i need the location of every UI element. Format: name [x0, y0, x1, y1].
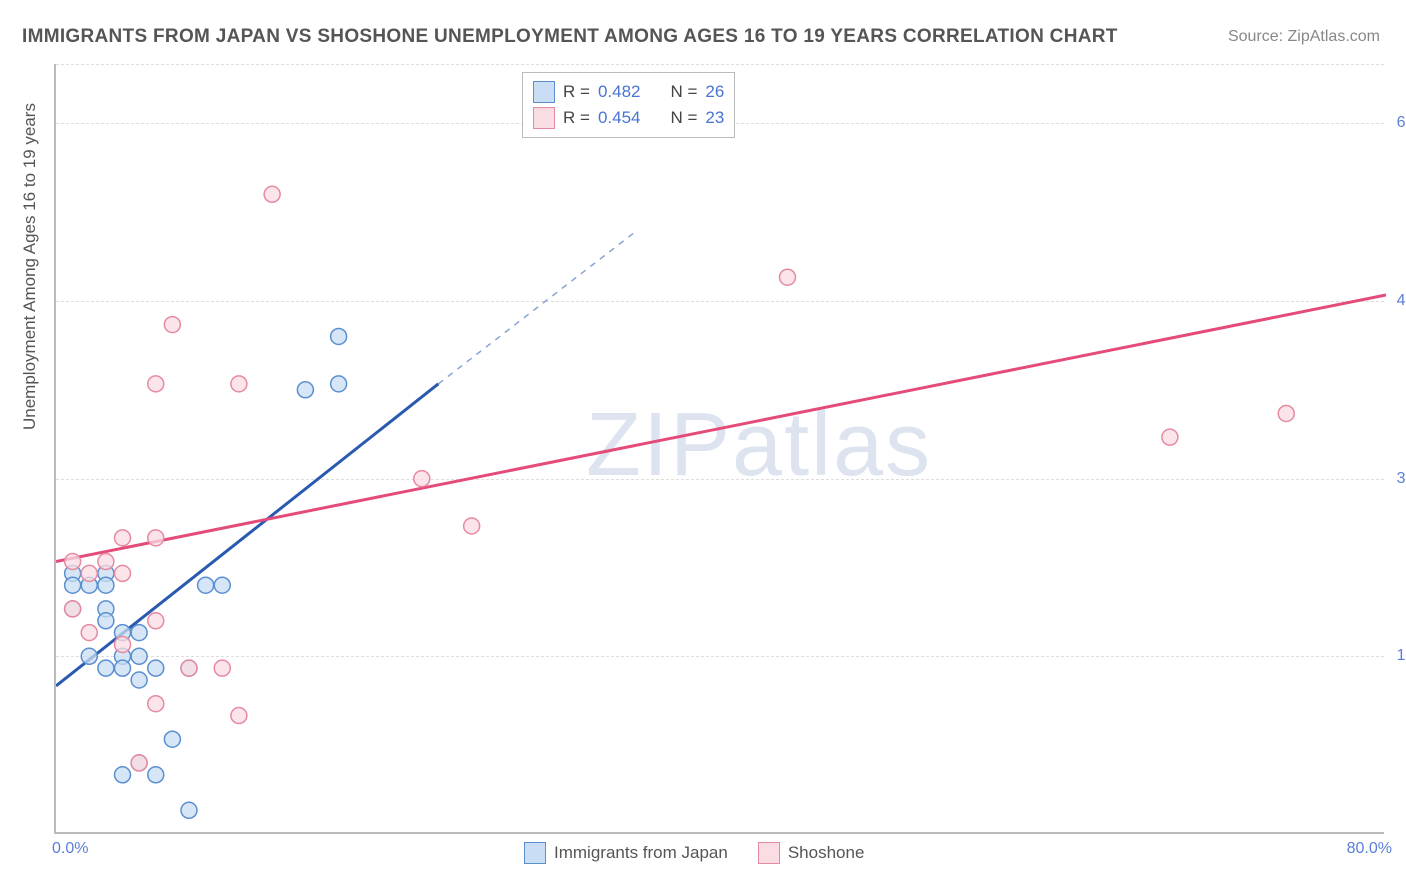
data-point	[81, 577, 97, 593]
data-point	[148, 767, 164, 783]
data-point	[65, 565, 81, 581]
data-point	[131, 672, 147, 688]
data-point	[65, 601, 81, 617]
legend-swatch	[533, 107, 555, 129]
legend-bottom: Immigrants from Japan Shoshone	[524, 842, 864, 864]
data-point	[115, 636, 131, 652]
data-point	[198, 577, 214, 593]
source-attribution: Source: ZipAtlas.com	[1228, 28, 1380, 46]
data-point	[81, 565, 97, 581]
data-point	[264, 186, 280, 202]
data-point	[115, 530, 131, 546]
legend-series-item: Shoshone	[758, 842, 865, 864]
data-point	[164, 317, 180, 333]
trendline	[56, 384, 438, 686]
legend-swatch	[758, 842, 780, 864]
data-point	[98, 554, 114, 570]
data-point	[181, 802, 197, 818]
x-tick-min: 0.0%	[52, 840, 88, 858]
data-point	[331, 376, 347, 392]
legend-swatch	[533, 81, 555, 103]
legend-stats-row: R = 0.482 N = 26	[533, 79, 724, 105]
data-point	[231, 708, 247, 724]
data-point	[115, 767, 131, 783]
data-point	[115, 625, 131, 641]
data-point	[780, 269, 796, 285]
data-point	[464, 518, 480, 534]
legend-swatch	[524, 842, 546, 864]
data-point	[148, 613, 164, 629]
data-point	[98, 577, 114, 593]
data-point	[148, 696, 164, 712]
data-point	[98, 660, 114, 676]
data-point	[297, 382, 313, 398]
data-point	[1278, 405, 1294, 421]
trendline	[56, 295, 1386, 562]
data-point	[115, 565, 131, 581]
data-point	[148, 660, 164, 676]
trendline-extension	[438, 230, 638, 384]
data-point	[65, 577, 81, 593]
data-point	[98, 613, 114, 629]
data-point	[65, 554, 81, 570]
data-point	[231, 376, 247, 392]
legend-r-value: 0.454	[598, 108, 641, 128]
x-tick-max: 80.0%	[1347, 840, 1392, 858]
chart-svg	[56, 64, 1386, 834]
data-point	[98, 601, 114, 617]
data-point	[148, 376, 164, 392]
legend-series-label: Shoshone	[788, 843, 865, 863]
data-point	[115, 660, 131, 676]
legend-series-item: Immigrants from Japan	[524, 842, 728, 864]
y-tick-label: 45.0%	[1397, 292, 1406, 310]
data-point	[81, 625, 97, 641]
y-tick-label: 30.0%	[1397, 470, 1406, 488]
data-point	[131, 625, 147, 641]
data-point	[164, 731, 180, 747]
data-point	[131, 755, 147, 771]
watermark-text: ZIPatlas	[586, 394, 932, 497]
gridline	[56, 656, 1384, 657]
gridline	[56, 64, 1384, 65]
legend-stats-box: R = 0.482 N = 26 R = 0.454 N = 23	[522, 72, 735, 138]
data-point	[181, 660, 197, 676]
data-point	[98, 565, 114, 581]
legend-n-value: 23	[705, 108, 724, 128]
gridline	[56, 301, 1384, 302]
y-tick-label: 15.0%	[1397, 647, 1406, 665]
data-point	[181, 660, 197, 676]
data-point	[131, 755, 147, 771]
legend-n-label: N =	[670, 108, 697, 128]
legend-r-label: R =	[563, 108, 590, 128]
data-point	[331, 328, 347, 344]
data-point	[214, 660, 230, 676]
legend-n-value: 26	[705, 82, 724, 102]
data-point	[65, 601, 81, 617]
gridline	[56, 479, 1384, 480]
legend-series-label: Immigrants from Japan	[554, 843, 728, 863]
chart-area: ZIPatlas R =0.482N =26R =0.454N =23 0.0%…	[54, 64, 1384, 834]
chart-title: IMMIGRANTS FROM JAPAN VS SHOSHONE UNEMPL…	[22, 26, 1118, 48]
data-point	[148, 530, 164, 546]
y-tick-label: 60.0%	[1397, 114, 1406, 132]
legend-stats-row: R = 0.454 N = 23	[533, 105, 724, 131]
legend-r-label: R =	[563, 82, 590, 102]
y-axis-label: Unemployment Among Ages 16 to 19 years	[20, 103, 40, 430]
legend-r-value: 0.482	[598, 82, 641, 102]
legend-n-label: N =	[670, 82, 697, 102]
plot-region: ZIPatlas R =0.482N =26R =0.454N =23 0.0%…	[54, 64, 1384, 834]
data-point	[214, 577, 230, 593]
data-point	[1162, 429, 1178, 445]
